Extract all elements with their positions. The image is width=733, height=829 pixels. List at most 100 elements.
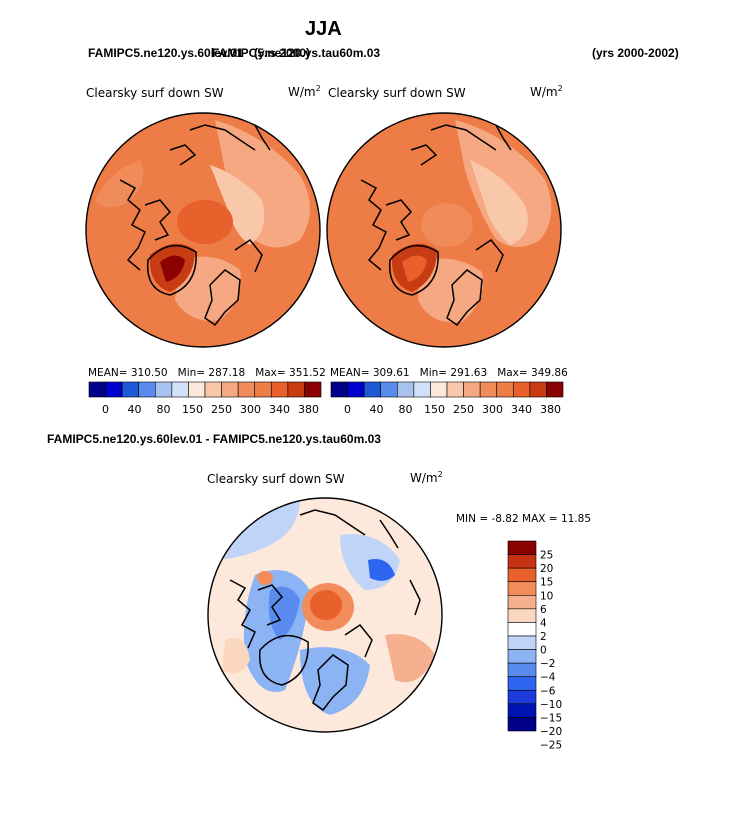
colorbar-control-swatch bbox=[413, 381, 431, 398]
case-name-left: FAMIPC5.ne120.ys.60lev.01 bbox=[88, 46, 244, 60]
map-control-pale-patch bbox=[470, 160, 528, 245]
colorbar-model-label: 150 bbox=[182, 403, 203, 416]
panel2-title: Clearsky surf down SW bbox=[328, 86, 466, 100]
colorbar-control-label: 80 bbox=[399, 403, 413, 416]
colorbar-model-swatch bbox=[254, 381, 272, 398]
colorbar-control-swatch bbox=[463, 381, 481, 398]
colorbar-diff-swatch bbox=[507, 581, 537, 596]
colorbar-control-swatch bbox=[479, 381, 498, 398]
colorbar-control-label: 150 bbox=[424, 403, 445, 416]
colorbar-diff-label: 25 bbox=[540, 550, 553, 562]
colorbar-control-label: 40 bbox=[370, 403, 384, 416]
map-model-coastlines bbox=[119, 124, 271, 327]
colorbar-model-swatch bbox=[138, 381, 156, 398]
colorbar-diff-label: −20 bbox=[540, 726, 562, 738]
map-model-pale-patch bbox=[210, 165, 265, 245]
colorbar-diff-swatch bbox=[507, 540, 537, 555]
map-model-polar-patch bbox=[177, 200, 233, 244]
colorbar-diff-label: −10 bbox=[540, 699, 562, 711]
colorbar-control-label: 340 bbox=[511, 403, 532, 416]
map-control-outline bbox=[326, 112, 562, 348]
colorbar-model-swatch bbox=[105, 381, 123, 398]
colorbar-model-swatch bbox=[270, 381, 289, 398]
colorbar-model-swatch bbox=[121, 381, 140, 398]
map-diff-red-pole-core bbox=[310, 590, 342, 620]
colorbar-diff-swatch bbox=[507, 594, 537, 610]
colorbar-diff-label: −6 bbox=[540, 685, 556, 697]
panel3-units: W/m2 bbox=[410, 470, 443, 485]
colorbar-diff-label: 4 bbox=[540, 617, 547, 629]
colorbar-diff-swatch bbox=[507, 717, 537, 732]
colorbar-control-swatch bbox=[512, 381, 531, 398]
colorbar-diff-label: −25 bbox=[540, 740, 562, 752]
map-diff-blue-west bbox=[210, 498, 300, 560]
colorbar-control-label: 250 bbox=[453, 403, 474, 416]
colorbar-model-swatch bbox=[88, 381, 106, 398]
colorbar-diff-swatch bbox=[507, 608, 537, 623]
colorbar-diff-swatch bbox=[507, 703, 537, 718]
colorbar-model-swatch bbox=[188, 381, 206, 398]
colorbar-control-swatch bbox=[446, 381, 464, 398]
map-model-warm-band bbox=[215, 120, 310, 248]
map-model-outline bbox=[85, 112, 321, 348]
panel1-stats: MEAN= 310.50 Min= 287.18 Max= 351.52 bbox=[88, 367, 326, 379]
colorbar-model-swatch bbox=[221, 381, 239, 398]
map-diff-blue-siberia-core bbox=[368, 559, 395, 581]
panel1-title: Clearsky surf down SW bbox=[86, 86, 224, 100]
colorbar-model-label: 0 bbox=[102, 403, 109, 416]
case-years-overlap: (yrs 2000) bbox=[254, 46, 311, 60]
colorbar-control-swatch bbox=[347, 381, 365, 398]
colorbar-model-swatch bbox=[237, 381, 256, 398]
colorbar-model-label: 340 bbox=[269, 403, 290, 416]
map-diff-red-west bbox=[222, 637, 250, 674]
colorbar-control-swatch bbox=[546, 381, 564, 398]
colorbar-control-swatch bbox=[330, 381, 348, 398]
panel2-stats: MEAN= 309.61 Min= 291.63 Max= 349.86 bbox=[330, 367, 568, 379]
map-model-europe-patch bbox=[175, 256, 241, 321]
panel3-title: Clearsky surf down SW bbox=[207, 472, 345, 486]
map-control-case bbox=[327, 113, 561, 347]
colorbar-diff-label: 2 bbox=[540, 631, 547, 643]
colorbar-model: 0 40 80 150 250 300 340 380 bbox=[88, 381, 322, 416]
map-control-polar-patch bbox=[421, 203, 473, 247]
map-diff-outline bbox=[207, 497, 443, 733]
colorbar-diff-swatch bbox=[507, 689, 537, 705]
colorbar-control-swatch bbox=[396, 381, 415, 398]
colorbar-diff-swatch bbox=[507, 567, 537, 583]
colorbar-control-swatch bbox=[430, 381, 448, 398]
colorbar-diff-label: −15 bbox=[540, 712, 562, 724]
colorbar-model-label: 380 bbox=[298, 403, 319, 416]
panel1-units: W/m2 bbox=[288, 84, 321, 99]
colorbar-diff-label: 20 bbox=[540, 563, 553, 575]
colorbar-diff-label: 0 bbox=[540, 645, 547, 657]
colorbar-model-swatch bbox=[154, 381, 173, 398]
colorbar-model-label: 250 bbox=[211, 403, 232, 416]
map-diff-coastlines bbox=[229, 509, 421, 712]
colorbar-control-swatch bbox=[496, 381, 514, 398]
colorbar-model-label: 40 bbox=[128, 403, 142, 416]
colorbar-model-label: 300 bbox=[240, 403, 261, 416]
map-control-greenland-core bbox=[402, 255, 427, 282]
colorbar-diff-label: −4 bbox=[540, 672, 556, 684]
map-model-case bbox=[86, 113, 320, 347]
colorbar-model-swatch bbox=[204, 381, 222, 398]
colorbar-diff-label: 10 bbox=[540, 590, 553, 602]
panel3-stats: MIN = -8.82 MAX = 11.85 bbox=[456, 513, 591, 525]
colorbar-diff-label: −2 bbox=[540, 658, 555, 670]
colorbar-diff-swatch bbox=[507, 649, 537, 664]
map-model-greenland-core bbox=[160, 255, 185, 282]
colorbar-control: 0 40 80 150 250 300 340 380 bbox=[330, 381, 564, 416]
colorbar-model-label: 80 bbox=[157, 403, 171, 416]
colorbar-control-swatch bbox=[363, 381, 382, 398]
map-diff-red-east bbox=[385, 634, 435, 683]
colorbar-diff-swatch bbox=[507, 554, 537, 569]
colorbar-control-label: 380 bbox=[540, 403, 561, 416]
years-label: (yrs 2000-2002) bbox=[592, 46, 679, 60]
colorbar-diff-swatch bbox=[507, 676, 537, 691]
map-diff-red-spot bbox=[257, 571, 273, 585]
colorbar-control-swatch bbox=[380, 381, 398, 398]
colorbar-diff-swatch bbox=[507, 635, 537, 650]
map-control-coastlines bbox=[360, 124, 512, 327]
